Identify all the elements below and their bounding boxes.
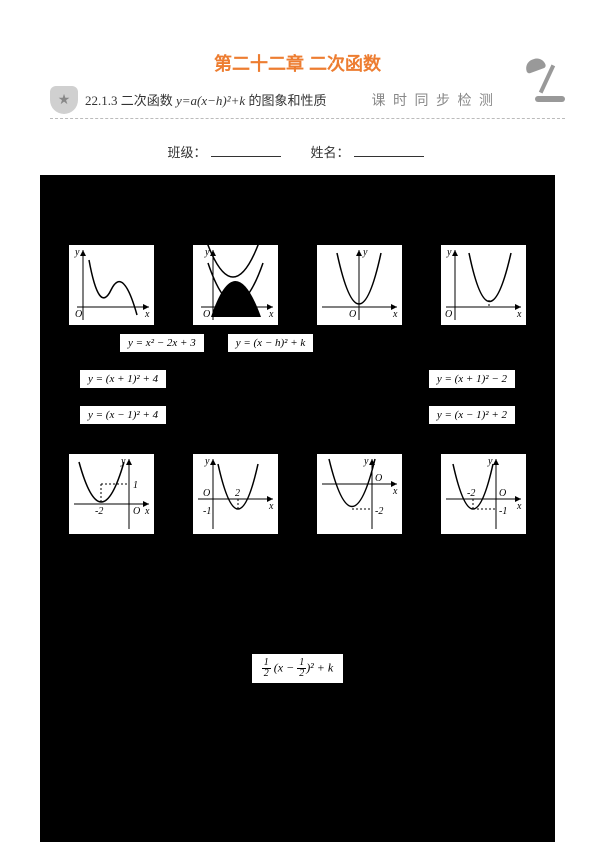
svg-text:-2: -2 (467, 488, 475, 499)
frac-coef: 1 2 (262, 658, 271, 679)
class-label: 班级： (167, 145, 206, 160)
svg-text:y: y (120, 456, 126, 467)
graph-2a: 1 -2 y x O (69, 454, 154, 534)
section-title: 22.1.3 二次函数 y=a(x−h)²+k 的图象和性质 (85, 90, 326, 109)
svg-text:x: x (392, 309, 398, 320)
header: 第二十二章 二次函数 22.1.3 二次函数 y=a(x−h)²+k 的图象和性… (0, 0, 595, 161)
formula-p2-left: y = (x − 1)² + 4 (80, 406, 166, 424)
formula-row-center: y = x² − 2x + 3 y = (x − h)² + k (50, 333, 545, 352)
svg-text:-2: -2 (375, 506, 383, 517)
graph-row-1: y x O y x O (50, 245, 545, 325)
svg-text:2: 2 (235, 488, 240, 499)
svg-text:O: O (75, 309, 82, 320)
svg-text:x: x (144, 506, 150, 517)
formula-center-right: y = (x − h)² + k (228, 334, 314, 352)
svg-text:1: 1 (133, 480, 138, 491)
svg-text:y: y (363, 456, 369, 467)
side-label: 课 时 同 步 检 测 (372, 90, 496, 110)
header-underline (50, 118, 565, 119)
svg-text:y: y (362, 247, 368, 258)
bottom-formula-wrap: 1 2 (x − 1 2 )² + k (50, 654, 545, 683)
svg-text:x: x (144, 309, 150, 320)
subtitle-bar: 22.1.3 二次函数 y=a(x−h)²+k 的图象和性质 课 时 同 步 检… (0, 84, 595, 124)
section-formula: y=a(x−h)²+k (176, 93, 245, 108)
section-number: 22.1.3 (85, 93, 118, 108)
formula-pair-1: y = (x + 1)² + 4 y = (x + 1)² − 2 (50, 370, 545, 388)
formula-p1-left: y = (x + 1)² + 4 (80, 370, 166, 388)
svg-text:O: O (499, 488, 506, 499)
formula-p1-right: y = (x + 1)² − 2 (429, 370, 515, 388)
formula-pair-2: y = (x − 1)² + 4 y = (x − 1)² + 2 (50, 406, 545, 424)
svg-text:x: x (268, 501, 274, 512)
graph-2d: -2 -1 y x O (441, 454, 526, 534)
svg-text:x: x (392, 486, 398, 497)
svg-text:O: O (375, 473, 382, 484)
svg-text:y: y (204, 456, 210, 467)
svg-text:O: O (445, 309, 452, 320)
graph-2c: -2 y x O (317, 454, 402, 534)
name-line: 班级： 姓名： (0, 142, 595, 161)
chapter-title: 第二十二章 二次函数 (0, 50, 595, 76)
lamp-icon (510, 54, 565, 109)
svg-text:-1: -1 (499, 506, 507, 517)
svg-text:O: O (133, 506, 140, 517)
graph-1d: y x O (441, 245, 526, 325)
svg-text:y: y (204, 247, 210, 258)
bottom-tail: )² + k (306, 660, 333, 674)
svg-text:y: y (446, 247, 452, 258)
content-region: y x O y x O (40, 175, 555, 842)
graph-1a: y x O (69, 245, 154, 325)
graph-row-2: 1 -2 y x O 2 -1 y x (50, 454, 545, 534)
name-label: 姓名： (311, 145, 350, 160)
section-prefix: 二次函数 (121, 93, 176, 108)
section-suffix: 的图象和性质 (245, 93, 326, 108)
svg-text:y: y (487, 456, 493, 467)
graph-1b: y x O (193, 245, 278, 325)
star-badge-icon (50, 86, 78, 114)
graph-1c: y x O (317, 245, 402, 325)
svg-text:y: y (74, 247, 80, 258)
svg-text:x: x (516, 501, 522, 512)
graph-2b: 2 -1 y x O (193, 454, 278, 534)
page: 第二十二章 二次函数 22.1.3 二次函数 y=a(x−h)²+k 的图象和性… (0, 0, 595, 842)
class-blank (211, 156, 281, 157)
bottom-formula: 1 2 (x − 1 2 )² + k (252, 654, 343, 683)
svg-text:x: x (516, 309, 522, 320)
formula-p2-right: y = (x − 1)² + 2 (429, 406, 515, 424)
formula-center-left: y = x² − 2x + 3 (120, 334, 204, 352)
svg-text:O: O (203, 309, 210, 320)
svg-text:x: x (268, 309, 274, 320)
svg-text:-2: -2 (95, 506, 103, 517)
svg-text:O: O (349, 309, 356, 320)
svg-text:-1: -1 (203, 506, 211, 517)
frac-inner: 1 2 (297, 658, 306, 679)
name-blank (354, 156, 424, 157)
svg-text:O: O (203, 488, 210, 499)
